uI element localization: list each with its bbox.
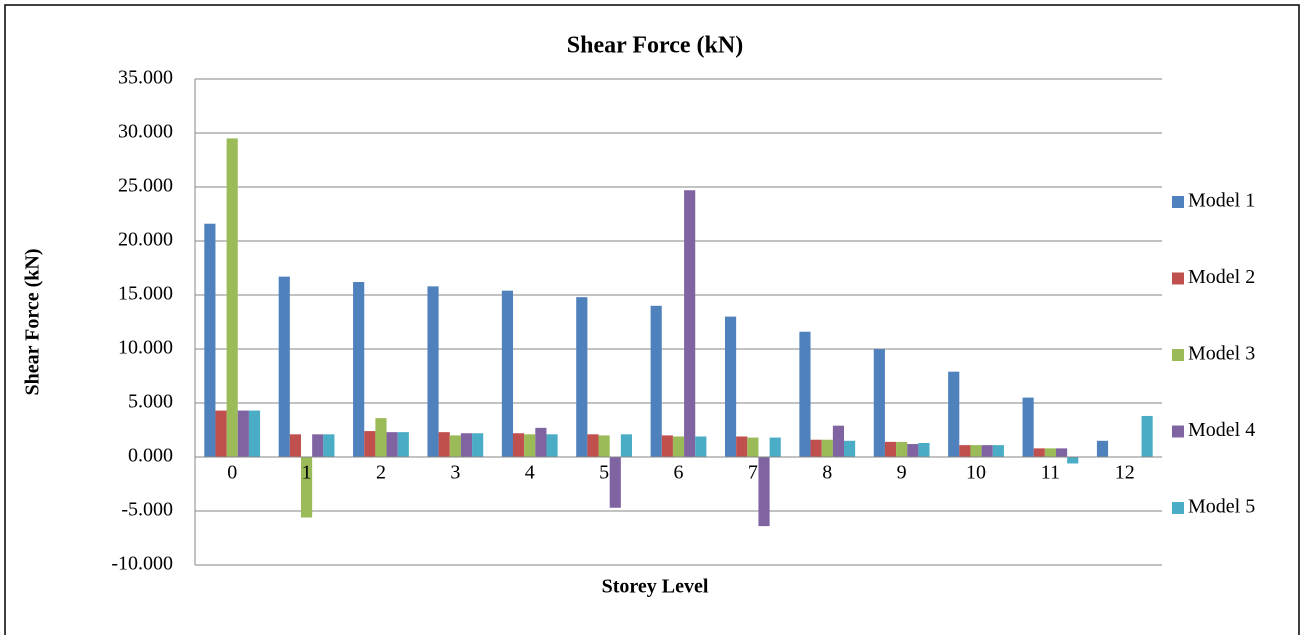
y-tick-label: 30.000 bbox=[118, 121, 173, 143]
bar bbox=[1141, 415, 1153, 457]
bar bbox=[472, 433, 484, 457]
y-axis-label: Shear Force (kN) bbox=[22, 248, 44, 395]
bar bbox=[226, 138, 238, 457]
bar bbox=[810, 439, 822, 457]
bar bbox=[907, 444, 919, 457]
bar bbox=[1056, 448, 1068, 457]
bar bbox=[821, 439, 833, 457]
bar bbox=[918, 442, 930, 457]
bar bbox=[204, 223, 216, 457]
bar bbox=[353, 282, 365, 457]
bar bbox=[1044, 448, 1057, 457]
bar bbox=[758, 457, 770, 527]
bar bbox=[769, 437, 781, 457]
bar bbox=[512, 433, 525, 457]
x-tick-label: 2 bbox=[376, 462, 386, 484]
bar bbox=[248, 410, 261, 457]
bar bbox=[736, 436, 748, 457]
y-tick-label: 25.000 bbox=[118, 175, 173, 197]
bar bbox=[598, 435, 610, 457]
legend-label: Model 5 bbox=[1188, 496, 1255, 518]
bar bbox=[364, 431, 376, 457]
bar bbox=[1067, 457, 1079, 464]
bar bbox=[237, 410, 249, 457]
x-tick-label: 6 bbox=[674, 462, 684, 484]
legend-label: Model 1 bbox=[1188, 190, 1255, 212]
bar bbox=[948, 371, 960, 457]
bar bbox=[449, 435, 461, 457]
y-tick-label: 20.000 bbox=[118, 229, 173, 251]
legend-label: Model 4 bbox=[1188, 419, 1255, 441]
x-axis-label: Storey Level bbox=[602, 576, 709, 598]
bar bbox=[587, 434, 599, 457]
x-tick-label: 0 bbox=[227, 462, 237, 484]
bar bbox=[672, 436, 685, 457]
chart-title: Shear Force (kN) bbox=[567, 33, 743, 59]
bar bbox=[546, 434, 558, 457]
bar bbox=[535, 427, 547, 457]
bar bbox=[501, 290, 513, 457]
bar bbox=[799, 331, 811, 457]
legend-swatch bbox=[1172, 502, 1184, 514]
y-tick-label: -10.000 bbox=[111, 553, 173, 575]
legend-label: Model 3 bbox=[1188, 343, 1255, 365]
x-tick-label: 3 bbox=[450, 462, 460, 484]
bar bbox=[386, 432, 398, 457]
bar bbox=[650, 305, 662, 457]
bar bbox=[620, 434, 633, 457]
bar bbox=[524, 434, 536, 457]
x-tick-label: 4 bbox=[525, 462, 535, 484]
bar bbox=[278, 276, 290, 457]
bar bbox=[215, 410, 227, 457]
bar bbox=[1022, 397, 1034, 457]
bar bbox=[724, 316, 737, 457]
bar bbox=[438, 432, 450, 457]
x-tick-label: 12 bbox=[1115, 462, 1135, 484]
legend-swatch bbox=[1172, 349, 1184, 361]
bar bbox=[884, 441, 897, 457]
bar bbox=[684, 190, 696, 458]
bar bbox=[323, 434, 335, 457]
x-tick-label: 5 bbox=[599, 462, 609, 484]
y-tick-label: -5.000 bbox=[121, 499, 173, 521]
y-tick-label: 0.000 bbox=[128, 445, 173, 467]
bar bbox=[959, 445, 971, 457]
bar bbox=[609, 457, 621, 508]
legend-swatch bbox=[1172, 272, 1184, 285]
bar bbox=[300, 457, 313, 518]
bar bbox=[981, 445, 993, 457]
bar bbox=[695, 436, 707, 457]
x-tick-label: 7 bbox=[748, 462, 758, 484]
y-tick-label: 15.000 bbox=[118, 283, 173, 305]
x-tick-label: 11 bbox=[1041, 462, 1060, 484]
legend-swatch bbox=[1172, 425, 1184, 438]
bar bbox=[844, 440, 856, 457]
bar bbox=[397, 432, 409, 457]
y-tick-label: 35.000 bbox=[118, 67, 173, 89]
bar bbox=[312, 434, 324, 457]
bar bbox=[1096, 440, 1109, 457]
x-tick-label: 9 bbox=[897, 462, 907, 484]
bar bbox=[992, 445, 1004, 457]
bar bbox=[970, 445, 982, 457]
x-tick-label: 10 bbox=[966, 462, 986, 484]
bar bbox=[873, 349, 885, 457]
bar bbox=[427, 286, 439, 457]
bar bbox=[832, 425, 845, 457]
legend-label: Model 2 bbox=[1188, 266, 1255, 288]
bar bbox=[460, 433, 473, 457]
bar bbox=[1033, 448, 1045, 457]
bar bbox=[375, 418, 387, 457]
bar bbox=[661, 435, 673, 457]
x-tick-label: 1 bbox=[302, 462, 312, 484]
bar bbox=[576, 297, 588, 457]
y-tick-label: 5.000 bbox=[128, 391, 173, 413]
bar bbox=[747, 437, 759, 457]
x-tick-label: 8 bbox=[822, 462, 832, 484]
y-tick-label: 10.000 bbox=[118, 337, 173, 359]
bar bbox=[289, 434, 301, 457]
legend-swatch bbox=[1172, 196, 1184, 208]
bar bbox=[896, 441, 908, 457]
